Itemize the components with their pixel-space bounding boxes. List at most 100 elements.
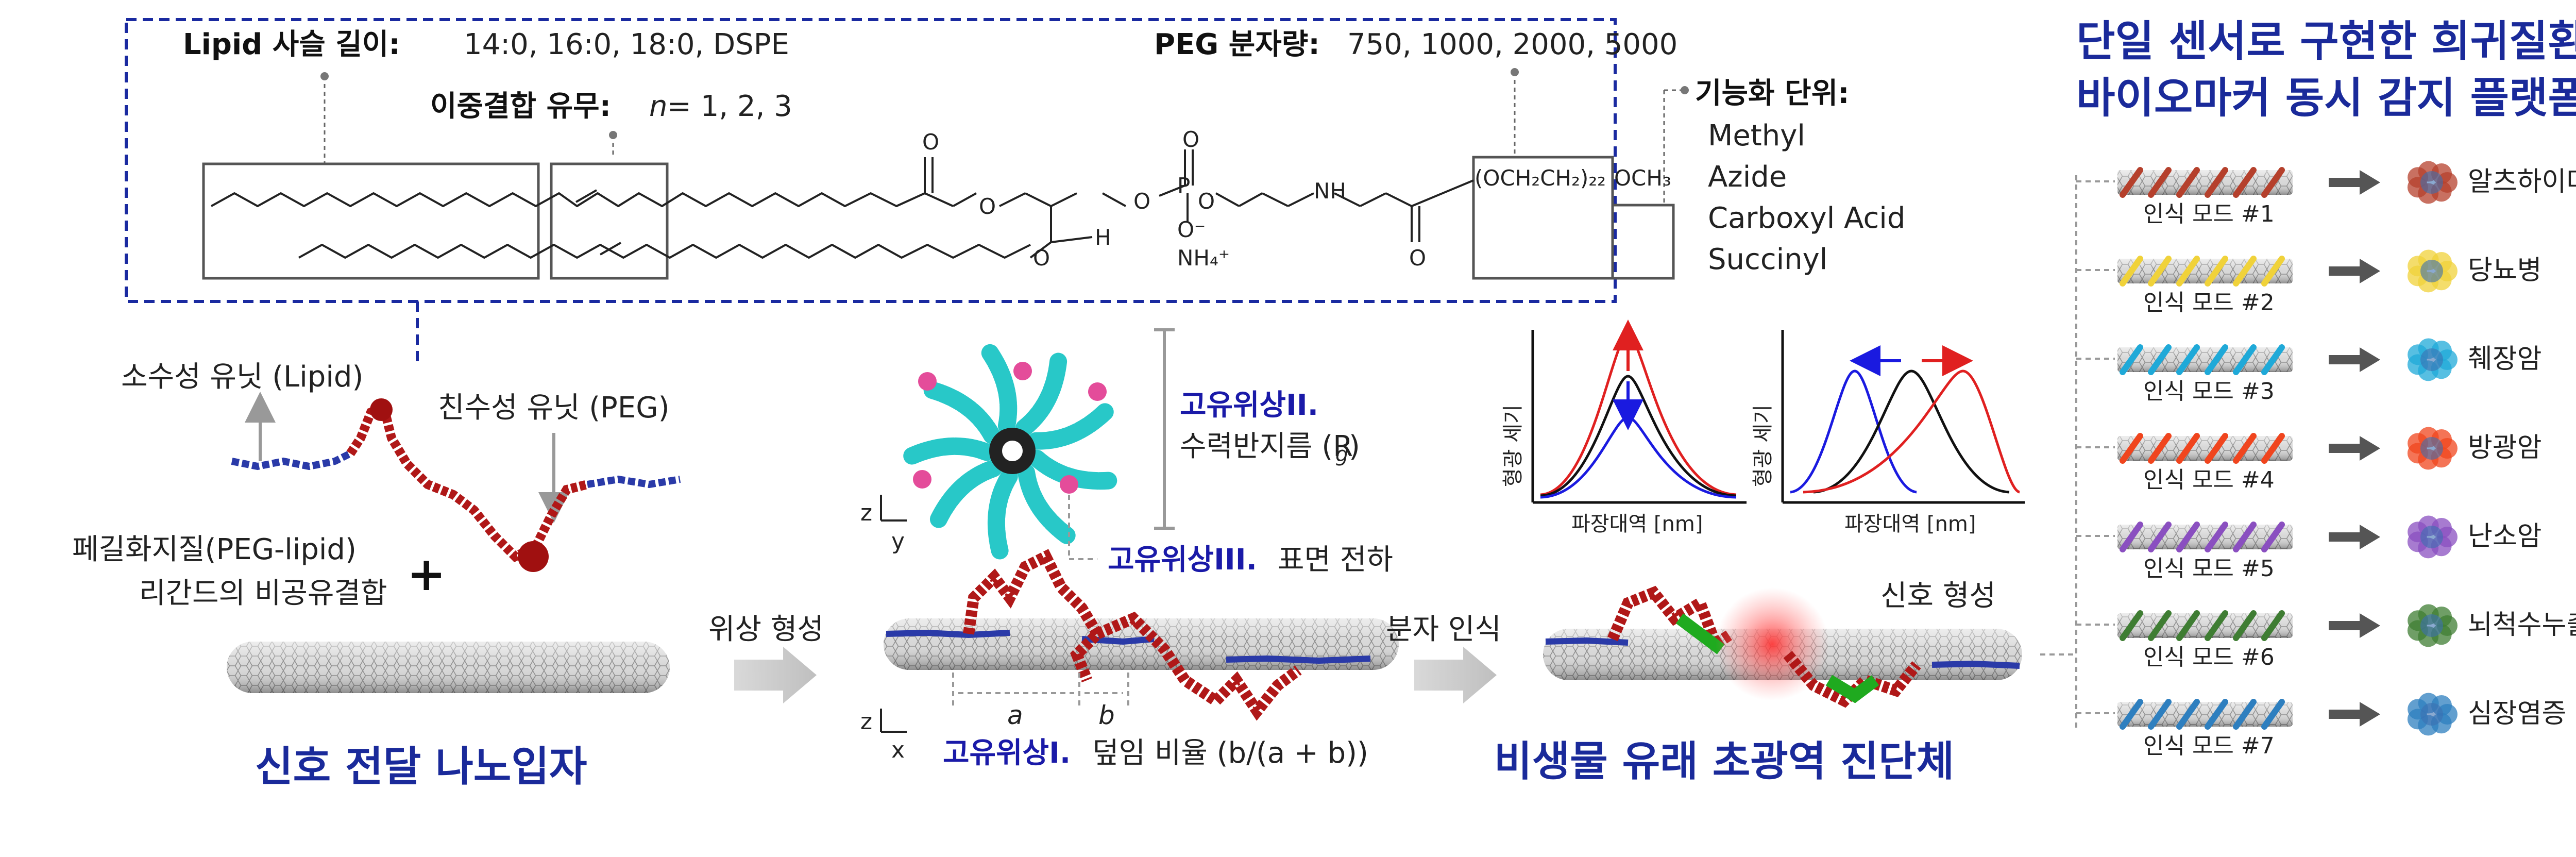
disease-label: 알츠하이머 <box>2468 166 2576 197</box>
double-bond-values: = 1, 2, 3 <box>667 90 792 123</box>
chem-o-ether: O <box>979 194 996 219</box>
phase1-title: 고유위상I. <box>943 736 1071 770</box>
carbon-nanotube-coated <box>884 549 1399 721</box>
chem-p: P <box>1177 173 1190 198</box>
mode-helix <box>2120 699 2285 730</box>
spectrum1-xlabel: 파장대역 [nm] <box>1571 512 1703 536</box>
lipid-chain-label: Lipid 사슬 길이: <box>183 28 400 61</box>
chem-o-amide: O <box>1409 245 1426 271</box>
chem-o-glycerol: O <box>1033 245 1050 271</box>
mode-label: 인식 모드 #6 <box>2143 644 2275 670</box>
mode-label: 인식 모드 #5 <box>2143 556 2275 582</box>
recognition-mode-row: 인식 모드 #5 난소암 <box>2076 515 2542 582</box>
phase2-desc: 수력반지름 (R <box>1180 430 1353 463</box>
chem-o-ester: O <box>922 129 939 155</box>
signal-formation-label: 신호 형성 <box>1880 579 1996 613</box>
hydrophilic-label: 친수성 유닛 (PEG) <box>438 391 669 425</box>
mode-arrow <box>2329 170 2380 195</box>
chem-o-phosphate-right: O <box>1198 189 1215 214</box>
biomarker-protein-icon <box>2407 427 2458 470</box>
disease-label: 심장염증 <box>2468 698 2566 729</box>
platform-title-line2: 바이오마커 동시 감지 플랫폼 <box>2076 74 2576 123</box>
plus-sign: + <box>407 547 446 601</box>
recognition-mode-row: 인식 모드 #7 심장염증 <box>2076 693 2566 759</box>
chem-o-minus: O⁻ <box>1177 217 1206 242</box>
carbon-nanotube-signal <box>1543 585 2022 708</box>
recognition-mode-row: 인식 모드 #3 췌장암 <box>2076 338 2542 405</box>
phase2-sub: g <box>1335 443 1348 466</box>
chem-o-phosphate-top: O <box>1182 127 1199 152</box>
signal-nanoparticle-panel: 소수성 유닛 (Lipid) 친수성 유닛 (PEG) 페길화지질(PEG-li… <box>72 360 824 791</box>
recognition-mode-row: 인식 모드 #4 방광암 <box>2076 427 2542 493</box>
pegylated-line1: 페길화지질(PEG-lipid) <box>72 533 357 566</box>
phase2-close: ) <box>1349 430 1360 463</box>
mode-label: 인식 모드 #3 <box>2143 378 2275 405</box>
functional-unit-1: Azide <box>1708 160 1787 194</box>
mode-helix <box>2120 256 2285 287</box>
functional-unit-0: Methyl <box>1708 119 1805 153</box>
biomarker-protein-icon <box>2407 515 2458 559</box>
chem-nh: NH <box>1314 178 1346 204</box>
recognition-mode-row: 인식 모드 #6 뇌척수누출 <box>2076 604 2576 670</box>
chem-peg-repeat: (OCH₂CH₂)₂₂ <box>1475 165 1606 191</box>
chem-o-phosphate-left: O <box>1133 189 1150 214</box>
recognition-mode-row: 인식 모드 #1 알츠하이머 <box>2076 161 2576 227</box>
spectrum1-ylabel: 형광 세기 <box>1501 405 1525 487</box>
disease-label: 뇌척수누출 <box>2468 610 2576 641</box>
biomarker-protein-icon <box>2407 338 2458 381</box>
disease-label: 방광암 <box>2468 432 2542 463</box>
axis-z-top: z <box>860 500 872 526</box>
recognition-mode-row: 인식 모드 #2 당뇨병 <box>2076 249 2542 316</box>
topology-formation-label: 위상 형성 <box>708 613 824 646</box>
chemical-structure-panel: Lipid 사슬 길이: 14:0, 16:0, 18:0, DSPE 이중결합… <box>125 18 1905 366</box>
functional-unit-3: Succinyl <box>1708 243 1827 276</box>
chem-h: H <box>1095 225 1111 250</box>
peg-mw-values: 750, 1000, 2000, 5000 <box>1347 28 1677 61</box>
spectrum-shift-plot: 형광 세기 파장대역 [nm] <box>1751 330 2025 536</box>
mode-label: 인식 모드 #1 <box>2143 201 2275 227</box>
functional-unit-2: Carboxyl Acid <box>1708 201 1905 235</box>
mode-helix <box>2120 522 2285 552</box>
label-a: a <box>1007 700 1023 730</box>
topology-arrow <box>734 647 817 703</box>
chem-nh4: NH₄⁺ <box>1177 245 1230 271</box>
phase2-title: 고유위상II. <box>1180 389 1318 422</box>
recognition-arrow <box>1414 647 1497 703</box>
platform-title-line1: 단일 센서로 구현한 희귀질환 <box>2076 17 2576 66</box>
phase3-desc: 표면 전하 <box>1278 543 1393 577</box>
mode-helix <box>2120 344 2285 375</box>
nanoparticle-caption: 신호 전달 나노입자 <box>255 743 587 791</box>
axis-z-bottom: z <box>860 709 872 735</box>
axis-x: x <box>891 737 905 763</box>
biomarker-platform-panel: 단일 센서로 구현한 희귀질환 바이오마커 동시 감지 플랫폼 인식 모드 #1… <box>2040 17 2576 759</box>
spectra-panel: 형광 세기 파장대역 [nm] 형광 세기 파장대역 [nm] 신호 형성 <box>1494 320 2025 785</box>
disease-label: 췌장암 <box>2468 344 2542 375</box>
biomarker-protein-icon <box>2407 161 2458 204</box>
mode-helix <box>2120 167 2285 198</box>
mode-helix <box>2120 610 2285 641</box>
mode-label: 인식 모드 #7 <box>2143 733 2275 759</box>
double-bond-label: 이중결합 유무: <box>430 90 611 123</box>
mode-arrow <box>2329 436 2380 461</box>
spectrum-intensity-plot: 형광 세기 파장대역 [nm] <box>1501 320 1747 536</box>
mode-arrow <box>2329 613 2380 638</box>
peg-lipid-molecule <box>231 398 681 572</box>
phase3-title: 고유위상III. <box>1108 543 1257 577</box>
mode-arrow <box>2329 259 2380 283</box>
mode-arrow <box>2329 525 2380 549</box>
mode-helix <box>2120 433 2285 464</box>
diagnostic-caption: 비생물 유래 초광역 진단체 <box>1494 737 1954 785</box>
spectrum2-xlabel: 파장대역 [nm] <box>1844 512 1976 536</box>
chem-och3: OCH₃ <box>1614 165 1671 191</box>
axis-y: y <box>891 528 905 554</box>
disease-label: 난소암 <box>2468 521 2542 552</box>
biomarker-protein-icon <box>2407 693 2458 736</box>
pegylated-line2: 리간드의 비공유결합 <box>139 577 387 610</box>
biomarker-protein-icon <box>2407 249 2458 293</box>
double-bond-n: n <box>649 90 668 123</box>
micelle-structure <box>903 344 1117 560</box>
lipid-chain-values: 14:0, 16:0, 18:0, DSPE <box>464 28 789 61</box>
mode-arrow <box>2329 347 2380 372</box>
